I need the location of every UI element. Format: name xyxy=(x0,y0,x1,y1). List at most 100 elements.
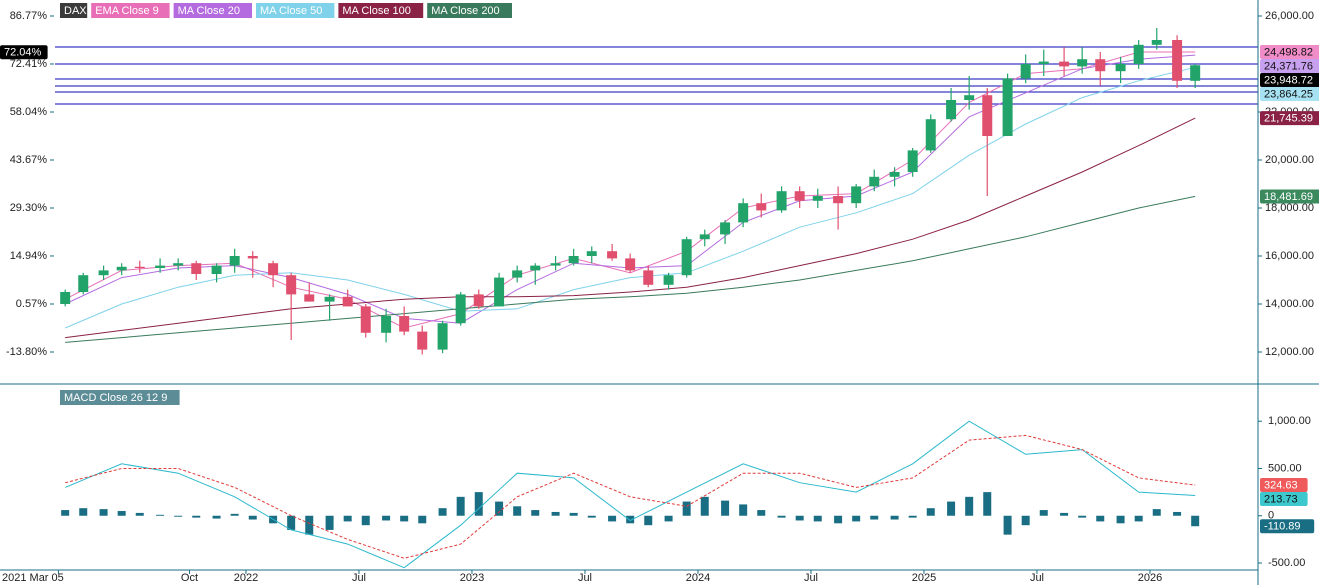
histogram-bar xyxy=(700,496,709,516)
histogram-bar xyxy=(852,515,861,522)
candle-body xyxy=(699,234,710,240)
y-tick-label: 500.00 xyxy=(1268,462,1302,474)
histogram-bar xyxy=(438,508,447,516)
candle-body xyxy=(1095,59,1106,72)
histogram-bar xyxy=(79,508,88,516)
x-tick-label: 2023 xyxy=(460,572,484,584)
histogram-bar xyxy=(1003,515,1012,535)
histogram-bar xyxy=(156,514,165,516)
candle-body xyxy=(399,315,410,332)
histogram-bar xyxy=(230,513,239,516)
candle-body xyxy=(925,119,936,151)
candle-body xyxy=(738,203,749,223)
macd-line xyxy=(65,434,1196,559)
value-tag-bg xyxy=(1260,59,1319,74)
y2-tick-label: 86.77% xyxy=(10,10,48,22)
value-tag-bg xyxy=(1260,45,1319,60)
histogram-bar xyxy=(135,512,144,516)
x-tick-label: Jul xyxy=(352,572,366,584)
candle-body xyxy=(1172,40,1183,81)
x-tick-label: Oct xyxy=(181,572,198,584)
y-tick-label: 20,000.00 xyxy=(1265,154,1314,166)
x-tick-label: 2022 xyxy=(234,572,258,584)
y2-tick-label: 58.04% xyxy=(10,106,48,118)
candle-body xyxy=(794,191,805,201)
candle-body xyxy=(1133,44,1144,65)
candle-body xyxy=(304,294,315,302)
candle-body xyxy=(1002,78,1013,137)
histogram-bar xyxy=(400,515,409,522)
y2-tick-label: 72.41% xyxy=(10,58,48,70)
value-tag-bg xyxy=(1260,189,1319,204)
histogram-bar xyxy=(983,492,992,516)
value-tag: 72.04% xyxy=(4,47,42,59)
histogram-bar xyxy=(721,500,730,516)
y2-tick-label: -13.80% xyxy=(6,346,47,358)
candle-body xyxy=(964,95,975,101)
candle-body xyxy=(982,95,993,137)
histogram-bar xyxy=(456,496,465,516)
candle-body xyxy=(1059,61,1070,67)
x-tick-label: 2021 Mar 05 xyxy=(2,572,64,584)
histogram-bar xyxy=(926,508,935,516)
histogram-bar xyxy=(1096,515,1105,522)
x-tick-label: Jul xyxy=(1030,572,1044,584)
histogram-bar xyxy=(305,515,314,535)
candle-body xyxy=(812,195,823,201)
ma-line xyxy=(64,51,1196,329)
y-tick-label: -500.00 xyxy=(1268,557,1305,569)
y-tick-label: 14,000.00 xyxy=(1265,298,1314,310)
histogram-bar xyxy=(587,515,596,518)
histogram-bar xyxy=(531,510,540,516)
candle-body xyxy=(625,258,636,271)
candle-body xyxy=(869,176,880,187)
legend-label: MA Close 20 xyxy=(178,5,240,17)
value-tag-bg xyxy=(1260,111,1319,126)
histogram-bar xyxy=(644,515,653,526)
candle-body xyxy=(60,291,71,304)
y-tick-label: 18,000.00 xyxy=(1265,202,1314,214)
candle-body xyxy=(946,100,957,120)
histogram-bar xyxy=(965,496,974,516)
ma-line xyxy=(64,54,1196,324)
histogram-bar xyxy=(551,511,560,516)
histogram-bar xyxy=(834,515,843,524)
histogram-bar xyxy=(1039,510,1048,516)
value-tag: 18,481.69 xyxy=(1264,191,1313,203)
candle-body xyxy=(550,263,561,266)
histogram-bar xyxy=(212,515,221,519)
histogram-bar xyxy=(777,515,786,518)
histogram-bar xyxy=(608,515,617,522)
candle-body xyxy=(286,275,297,295)
y-tick-label: 16,000.00 xyxy=(1265,250,1314,262)
candle-body xyxy=(1151,40,1162,45)
histogram-bar xyxy=(361,515,370,526)
candle-body xyxy=(268,263,279,276)
value-tag: 21,745.39 xyxy=(1264,113,1313,125)
value-tag-bg xyxy=(1260,73,1319,88)
histogram-bar xyxy=(1191,515,1200,527)
candle-body xyxy=(247,255,258,259)
candle-body xyxy=(663,275,674,285)
histogram-bar xyxy=(325,515,334,530)
legend-box xyxy=(256,3,335,18)
y2-tick-label: 29.30% xyxy=(10,202,48,214)
candle-body xyxy=(1020,64,1031,79)
histogram-bar xyxy=(890,515,899,520)
y-tick-label: 0 xyxy=(1268,510,1274,522)
candle-body xyxy=(417,331,428,350)
candle-body xyxy=(116,266,127,271)
candle-body xyxy=(134,266,145,268)
candle-body xyxy=(437,323,448,350)
histogram-bar xyxy=(757,510,766,516)
candle-body xyxy=(155,265,166,268)
candle-body xyxy=(324,296,335,302)
histogram-bar xyxy=(664,515,673,522)
histogram-bar xyxy=(813,515,822,522)
value-tag-bg xyxy=(1260,492,1308,507)
histogram-bar xyxy=(908,515,917,518)
histogram-bar xyxy=(513,506,522,516)
histogram-bar xyxy=(495,501,504,516)
